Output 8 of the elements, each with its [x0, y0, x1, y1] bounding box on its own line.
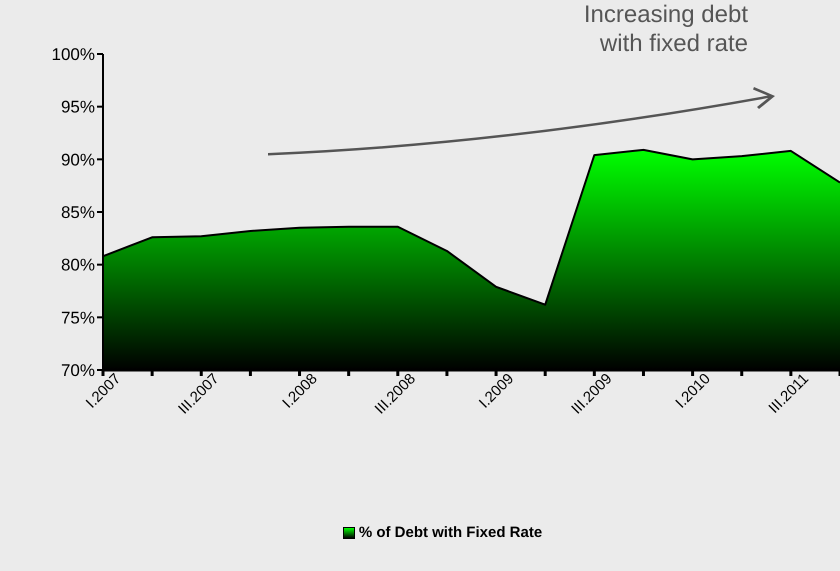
annotation: Increasing debt with fixed rate	[584, 0, 748, 58]
legend-label: % of Debt with Fixed Rate	[358, 524, 542, 541]
y-tick-label: 85%	[60, 203, 95, 222]
y-tick-label: 90%	[60, 150, 95, 170]
y-tick-label: 95%	[60, 98, 95, 117]
y-tick-label: 75%	[60, 308, 95, 328]
y-tick-label: 80%	[60, 256, 95, 275]
y-tick-label: 100%	[52, 45, 95, 64]
